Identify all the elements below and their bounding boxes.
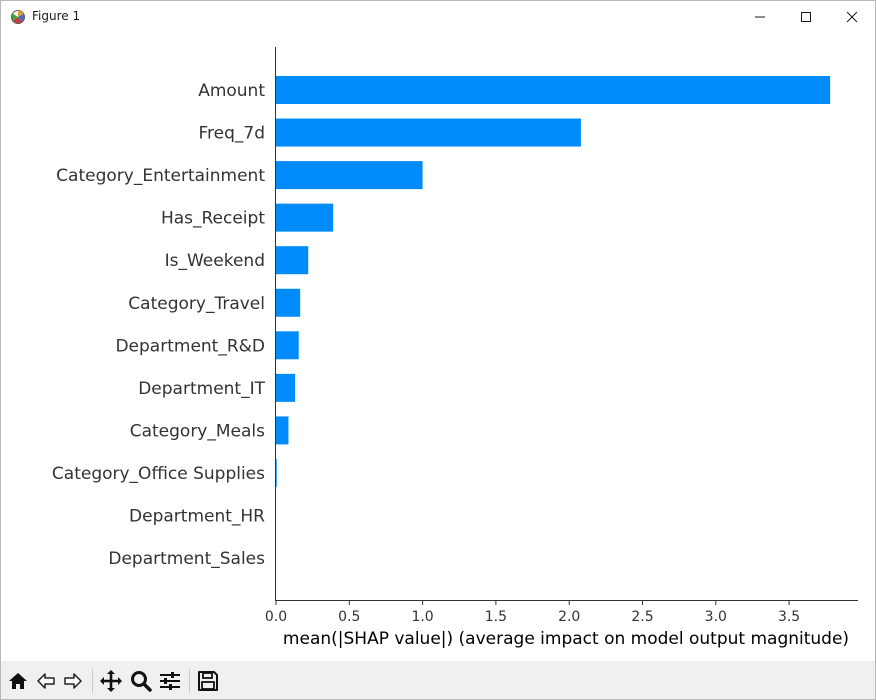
bar-9 <box>276 458 277 487</box>
x-tick-label: 1.0 <box>411 609 433 625</box>
x-tick-label: 0.0 <box>265 609 287 625</box>
y-tick-label: Category_Travel <box>128 294 265 314</box>
home-icon <box>9 673 27 689</box>
bar-5 <box>276 288 301 317</box>
floppy-disk-icon <box>198 671 218 691</box>
title-bar: Figure 1 <box>1 1 875 33</box>
close-button[interactable] <box>829 1 875 33</box>
maximize-button[interactable] <box>783 1 829 33</box>
home-button[interactable] <box>5 668 31 694</box>
y-tick-label: Freq_7d <box>198 124 265 144</box>
back-button[interactable] <box>33 668 59 694</box>
bar-7 <box>276 373 296 402</box>
window-title: Figure 1 <box>32 9 81 23</box>
x-tick-label: 3.0 <box>705 609 727 625</box>
magnifier-icon <box>131 671 152 692</box>
move-icon <box>100 670 122 692</box>
shap-bar-chart: Amount Freq_7d Category_Entertainment Has_R… <box>52 47 858 649</box>
bar-4 <box>276 246 309 275</box>
y-tick-label: Is_Weekend <box>165 251 265 271</box>
y-tick-label: Department_HR <box>129 507 265 527</box>
bar-0 <box>276 76 831 104</box>
save-button[interactable] <box>195 668 221 694</box>
arrow-right-icon <box>64 673 82 689</box>
bar-1 <box>276 118 581 147</box>
maximize-icon <box>801 12 811 22</box>
bar-3 <box>276 203 334 232</box>
y-tick-label: Department_R&D <box>115 336 265 356</box>
y-tick-label: Category_Meals <box>130 421 265 441</box>
pan-button[interactable] <box>98 668 124 694</box>
bar-8 <box>276 416 289 445</box>
configure-subplots-button[interactable] <box>157 668 183 694</box>
figure-canvas[interactable]: Amount Freq_7d Category_Entertainment Has_R… <box>1 33 875 661</box>
x-axis-label: mean(|SHAP value|) (average impact on mo… <box>283 629 849 649</box>
y-tick-label: Department_IT <box>138 379 265 399</box>
bar-6 <box>276 331 299 360</box>
arrow-left-icon <box>37 673 55 689</box>
toolbar-separator <box>92 669 93 693</box>
zoom-button[interactable] <box>128 668 154 694</box>
y-tick-label: Category_Entertainment <box>56 166 265 186</box>
navigation-toolbar <box>1 661 875 699</box>
y-tick-label: Amount <box>198 81 265 101</box>
x-tick-label: 3.5 <box>778 609 800 625</box>
sliders-icon <box>160 672 180 690</box>
minimize-icon <box>755 16 765 18</box>
x-tick-label: 0.5 <box>338 609 360 625</box>
y-tick-label: Has_Receipt <box>161 209 265 229</box>
forward-button[interactable] <box>60 668 86 694</box>
x-tick-label: 2.0 <box>558 609 580 625</box>
y-tick-label: Department_Sales <box>108 549 265 569</box>
x-tick-label: 1.5 <box>485 609 507 625</box>
matplotlib-app-icon <box>11 10 25 24</box>
x-tick-label: 2.5 <box>631 609 653 625</box>
bar-2 <box>276 161 423 190</box>
y-tick-label: Category_Office Supplies <box>52 464 265 484</box>
close-icon <box>846 11 858 23</box>
toolbar-separator <box>189 669 190 693</box>
minimize-button[interactable] <box>737 1 783 33</box>
